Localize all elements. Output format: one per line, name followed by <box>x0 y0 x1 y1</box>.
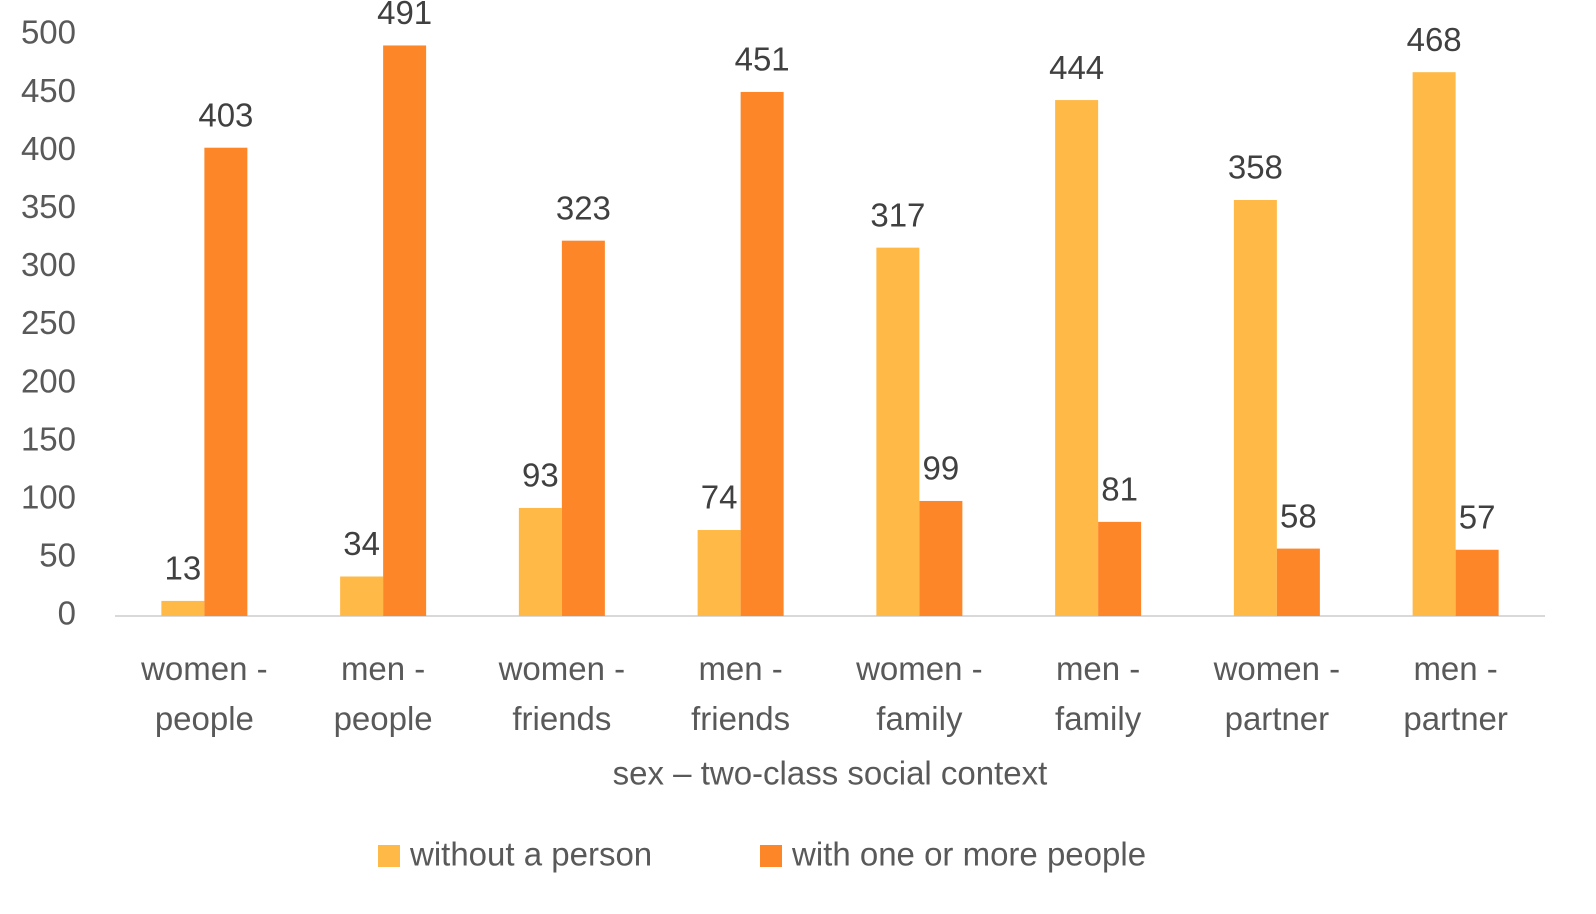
bar <box>697 530 741 616</box>
legend-label: with one or more people <box>791 836 1146 873</box>
bar <box>1276 548 1320 616</box>
bar <box>161 600 205 616</box>
x-tick-label: men - partner <box>1403 650 1508 737</box>
value-label: 403 <box>198 96 253 133</box>
y-tick-label: 400 <box>21 130 76 167</box>
bar <box>340 576 384 616</box>
bar <box>204 147 248 617</box>
value-label: 358 <box>1228 149 1283 186</box>
bar <box>1412 72 1456 616</box>
bar <box>1233 200 1277 616</box>
y-tick-label: 500 <box>21 14 76 51</box>
value-label: 444 <box>1049 49 1104 86</box>
x-tick-label: women - friends <box>498 650 626 737</box>
y-tick-label: 250 <box>21 304 76 341</box>
y-tick-label: 0 <box>58 595 76 632</box>
legend-label: without a person <box>409 836 652 873</box>
value-label: 57 <box>1459 498 1496 535</box>
bar <box>1055 100 1099 616</box>
bar <box>1455 549 1499 616</box>
value-label: 13 <box>165 550 202 587</box>
value-label: 468 <box>1407 21 1462 58</box>
x-tick-label: women - people <box>141 650 268 737</box>
y-tick-label: 100 <box>21 479 76 516</box>
x-axis-title: sex – two-class social context <box>613 755 1048 792</box>
y-tick-label: 350 <box>21 188 76 225</box>
value-label: 323 <box>556 189 611 226</box>
value-label: 74 <box>701 479 738 516</box>
x-tick-label: men - people <box>333 650 433 737</box>
y-tick-label: 150 <box>21 420 76 457</box>
y-tick-label: 300 <box>21 246 76 283</box>
value-label: 81 <box>1101 471 1138 508</box>
bar <box>1098 521 1142 616</box>
x-tick-label: men - family <box>1055 650 1142 737</box>
value-label: 317 <box>870 196 925 233</box>
bar <box>383 45 427 616</box>
bar <box>919 500 963 616</box>
value-label: 451 <box>735 41 790 78</box>
bar <box>561 240 605 616</box>
y-tick-label: 450 <box>21 72 76 109</box>
bar <box>518 507 562 616</box>
value-label: 99 <box>923 450 960 487</box>
legend-swatch <box>378 845 400 867</box>
x-tick-label: women - partner <box>1213 650 1341 737</box>
bar <box>876 247 920 616</box>
y-tick-label: 200 <box>21 362 76 399</box>
bar <box>740 91 784 617</box>
value-label: 58 <box>1280 497 1317 534</box>
y-tick-label: 50 <box>39 537 76 574</box>
value-label: 491 <box>377 0 432 31</box>
value-label: 93 <box>522 457 559 494</box>
x-tick-label: women - family <box>856 650 983 737</box>
legend-swatch <box>760 845 782 867</box>
value-label: 34 <box>343 525 380 562</box>
x-tick-label: men - friends <box>691 650 791 737</box>
